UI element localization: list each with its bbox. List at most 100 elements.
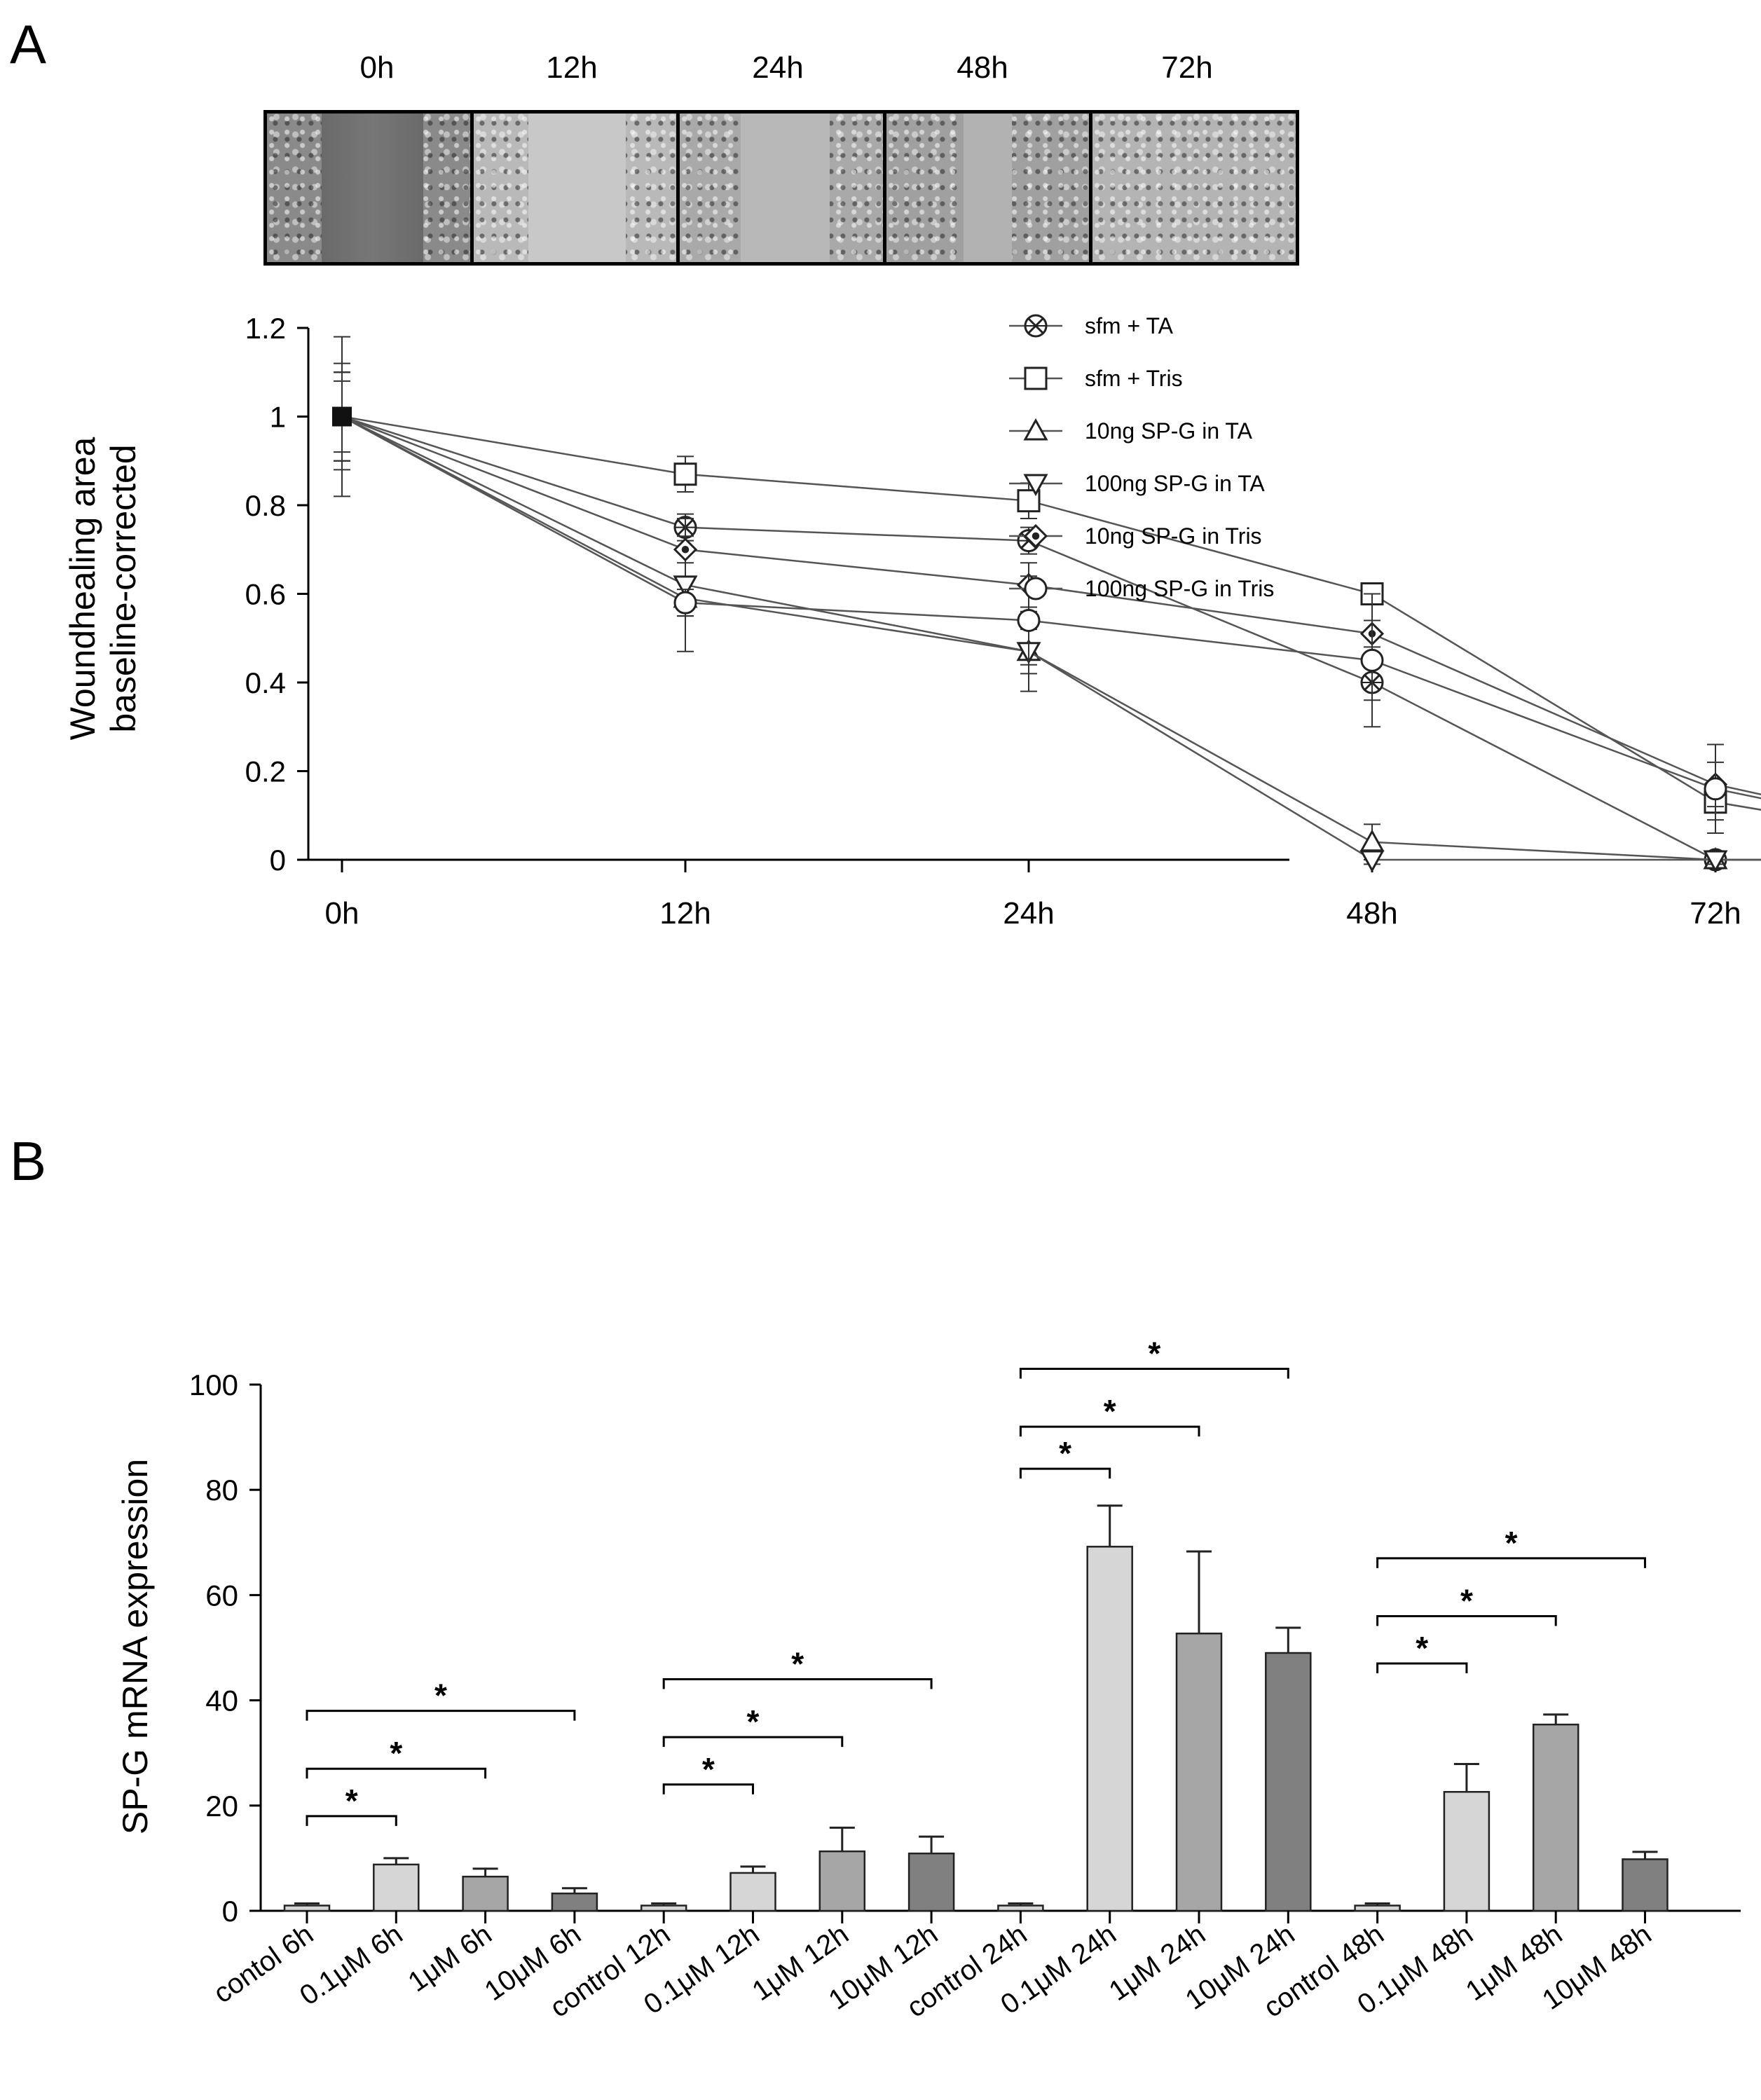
bar (997, 1905, 1044, 1912)
significance-star: * (1460, 1582, 1473, 1619)
x-tick-label: 0.1μM 6h (294, 1919, 409, 2011)
bracket-line (662, 1736, 844, 1748)
bar (1265, 1652, 1312, 1912)
legend-label: 100ng SP-G in Tris (1085, 576, 1274, 601)
series-line (341, 416, 1761, 861)
legend-marker (1024, 366, 1048, 390)
series-line (341, 416, 1761, 861)
x-tick-label: 12h (659, 896, 711, 931)
legend-entry: 100ng SP-G in Tris (1009, 576, 1274, 601)
significance-star: * (345, 1783, 358, 1819)
bar (462, 1875, 509, 1912)
legend-label: sfm + Tris (1085, 366, 1183, 391)
bar (1175, 1632, 1223, 1912)
x-tick-label: 24h (1003, 896, 1054, 931)
legend-marker (1023, 523, 1048, 549)
data-point (1017, 608, 1041, 632)
image-time-label-72h: 72h (1161, 50, 1213, 85)
legend-marker (1024, 314, 1048, 338)
legend-label: 10ng SP-G in TA (1085, 418, 1253, 444)
data-point (1703, 850, 1728, 873)
series-line (341, 416, 1761, 811)
bracket-line (1019, 1367, 1289, 1379)
y-tick-label: 80 (205, 1474, 238, 1507)
micrograph-strip (263, 110, 1299, 266)
y-axis-label: Woundhealing areabaseline-corrected (63, 437, 143, 740)
significance-bracket: * (1019, 1335, 1289, 1379)
y-axis-label-line: Woundhealing area (63, 437, 102, 740)
legend-marker (1023, 418, 1048, 441)
y-tick-label: 0.8 (245, 489, 286, 522)
y-tick-label: 0.6 (245, 578, 286, 611)
data-point (332, 406, 352, 427)
micrograph-24h (680, 114, 886, 262)
bracket-line (1019, 1467, 1111, 1479)
series-line (341, 416, 1761, 799)
y-tick-label: 0 (270, 844, 286, 877)
bracket-line (662, 1678, 933, 1689)
bar (640, 1905, 687, 1912)
significance-bracket: * (1019, 1393, 1200, 1437)
significance-star: * (390, 1735, 402, 1771)
series-5 (332, 371, 1761, 835)
bracket-line (1019, 1425, 1200, 1437)
significance-star: * (702, 1751, 715, 1787)
y-tick-label: 60 (205, 1579, 238, 1612)
y-tick-label: 1 (270, 401, 286, 434)
legend-entry: sfm + Tris (1009, 366, 1183, 391)
series-line (341, 416, 1761, 796)
bar (1532, 1723, 1580, 1912)
bracket-line (306, 1710, 576, 1721)
data-point (673, 575, 698, 598)
significance-star: * (791, 1646, 804, 1682)
significance-bracket: * (662, 1703, 844, 1748)
legend-entry: sfm + TA (1009, 313, 1174, 338)
significance-star: * (1416, 1630, 1428, 1666)
significance-bracket: * (306, 1677, 576, 1721)
significance-bracket: * (1376, 1525, 1646, 1568)
data-point (1359, 850, 1385, 873)
significance-bracket: * (1376, 1582, 1557, 1626)
bar (1354, 1905, 1401, 1912)
significance-star: * (1104, 1393, 1116, 1429)
y-tick-label: 40 (205, 1684, 238, 1717)
significance-bracket: * (1376, 1630, 1468, 1674)
image-time-label-48h: 48h (957, 50, 1008, 85)
legend-label: 100ng SP-G in TA (1085, 471, 1265, 496)
y-tick-label: 1.2 (245, 312, 286, 345)
significance-bracket: * (662, 1751, 754, 1794)
significance-bracket: * (662, 1646, 933, 1689)
image-time-label-12h: 12h (546, 50, 598, 85)
bracket-line (1376, 1557, 1646, 1568)
panel-a-label: A (10, 13, 47, 75)
bar (551, 1892, 598, 1912)
bracket-line (662, 1783, 754, 1794)
bracket-line (306, 1815, 397, 1826)
image-time-label-24h: 24h (752, 50, 804, 85)
data-point (673, 462, 697, 486)
y-axis-label: SP-G mRNA expression (116, 1459, 155, 1834)
legend-entry: 100ng SP-G in TA (1009, 471, 1265, 497)
significance-bracket: * (1019, 1435, 1111, 1479)
significance-bracket: * (306, 1783, 397, 1826)
bar (373, 1863, 420, 1912)
bar (907, 1852, 955, 1912)
data-point (673, 537, 698, 562)
y-tick-label: 0.4 (245, 666, 286, 699)
bracket-line (306, 1767, 487, 1779)
series-line (341, 416, 1761, 861)
significance-star: * (1148, 1335, 1160, 1371)
image-time-label-0h: 0h (359, 50, 395, 85)
significance-star: * (747, 1703, 760, 1740)
data-point (1704, 777, 1727, 801)
y-axis-label-line: baseline-corrected (104, 444, 143, 732)
bar (1622, 1858, 1669, 1912)
bar (1086, 1546, 1133, 1912)
legend-entry: 10ng SP-G in Tris (1009, 523, 1262, 549)
legend-marker (1023, 474, 1048, 497)
x-tick-label: 0h (325, 896, 359, 931)
panel-b-label: B (10, 1130, 47, 1192)
micrograph-12h (473, 114, 680, 262)
legend-label: 10ng SP-G in Tris (1085, 523, 1262, 549)
woundhealing-line-chart: 00.20.40.60.811.20h12h24h48h72h96hWoundh… (63, 312, 1761, 931)
